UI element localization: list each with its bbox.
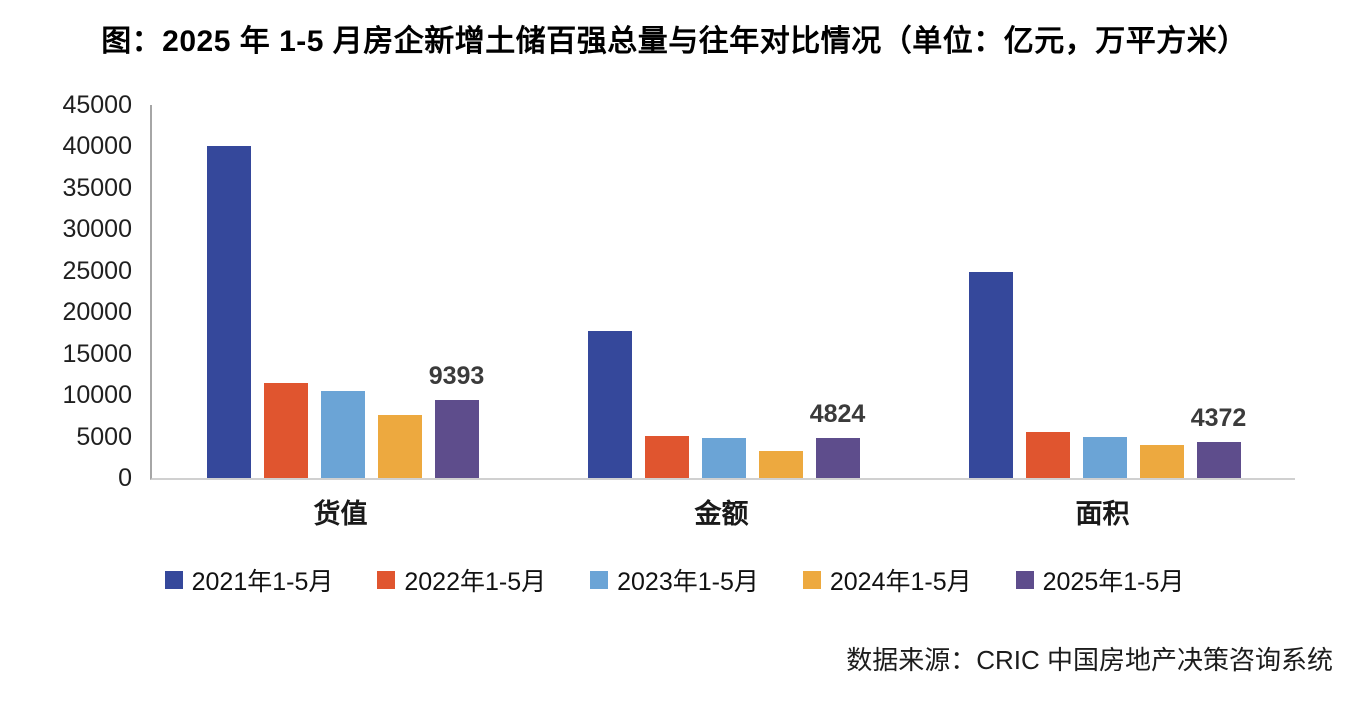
- bar: [587, 331, 632, 478]
- legend-item: 2025年1-5月: [1015, 562, 1185, 598]
- bar: [206, 146, 251, 478]
- chart-title: 图：2025 年 1-5 月房企新增土储百强总量与往年对比情况（单位：亿元，万平…: [101, 25, 1248, 58]
- category-label: 货值: [313, 499, 368, 529]
- legend-swatch-icon: [590, 571, 609, 589]
- bar: [377, 415, 422, 478]
- y-tick-label: 30000: [62, 215, 132, 244]
- y-axis: 0 5000 10000 15000 20000 25000 30000 35000 40000…: [0, 92, 140, 491]
- legend: 2021年1-5月 2022年1-5月 2023年1-5月 2024年1-5月 2025…: [0, 562, 1349, 598]
- y-tick-label: 45000: [62, 91, 132, 119]
- bar-group-1: 9393: [152, 105, 533, 478]
- legend-label: 2025年1-5月: [1042, 568, 1185, 596]
- y-tick-label: 20000: [62, 298, 132, 327]
- bar: [701, 438, 746, 478]
- bar: 4372: [1191, 404, 1246, 478]
- legend-label: 2023年1-5月: [617, 568, 759, 596]
- bar: [1025, 432, 1070, 478]
- legend-item: 2021年1-5月: [164, 562, 334, 598]
- bar: 4824: [810, 400, 865, 478]
- legend-label: 2024年1-5月: [829, 568, 972, 596]
- y-tick-label: 25000: [62, 256, 132, 285]
- bar: [1139, 444, 1184, 478]
- bar: [1082, 437, 1127, 478]
- legend-item: 2024年1-5月: [802, 562, 972, 598]
- legend-swatch-icon: [377, 571, 396, 589]
- bar: [263, 382, 308, 478]
- legend-swatch-icon: [1015, 571, 1034, 589]
- legend-item: 2023年1-5月: [590, 562, 759, 598]
- bar-group-2: 4824: [533, 105, 914, 478]
- bar: [644, 435, 689, 478]
- category-label: 金额: [694, 499, 749, 529]
- bar: [968, 271, 1013, 478]
- y-tick-label: 10000: [62, 381, 132, 410]
- y-tick-label: 5000: [76, 422, 132, 451]
- category-label: 面积: [1075, 499, 1130, 529]
- y-tick-label: 35000: [62, 173, 132, 202]
- legend-swatch-icon: [802, 571, 821, 589]
- legend-label: 2021年1-5月: [191, 568, 334, 596]
- y-tick-label: 15000: [62, 339, 132, 368]
- bar: [758, 450, 803, 478]
- legend-item: 2022年1-5月: [377, 562, 546, 598]
- legend-swatch-icon: [164, 571, 183, 589]
- source-note: 数据来源：CRIC 中国房地产决策咨询系统: [846, 645, 1333, 675]
- bar: 9393: [429, 362, 484, 478]
- x-axis-labels: 货值 金额 面积: [150, 492, 1293, 531]
- bar-data-label: 4372: [1190, 403, 1247, 432]
- y-tick-label: 40000: [62, 132, 132, 161]
- bar-data-label: 9393: [428, 362, 485, 391]
- bar-group-3: 4372: [914, 105, 1295, 478]
- legend-label: 2022年1-5月: [404, 568, 547, 596]
- bar-data-label: 4824: [809, 400, 866, 429]
- bar: [320, 390, 365, 478]
- plot-area: 9393 4824 4372: [150, 105, 1295, 480]
- y-tick-label: 0: [118, 464, 132, 492]
